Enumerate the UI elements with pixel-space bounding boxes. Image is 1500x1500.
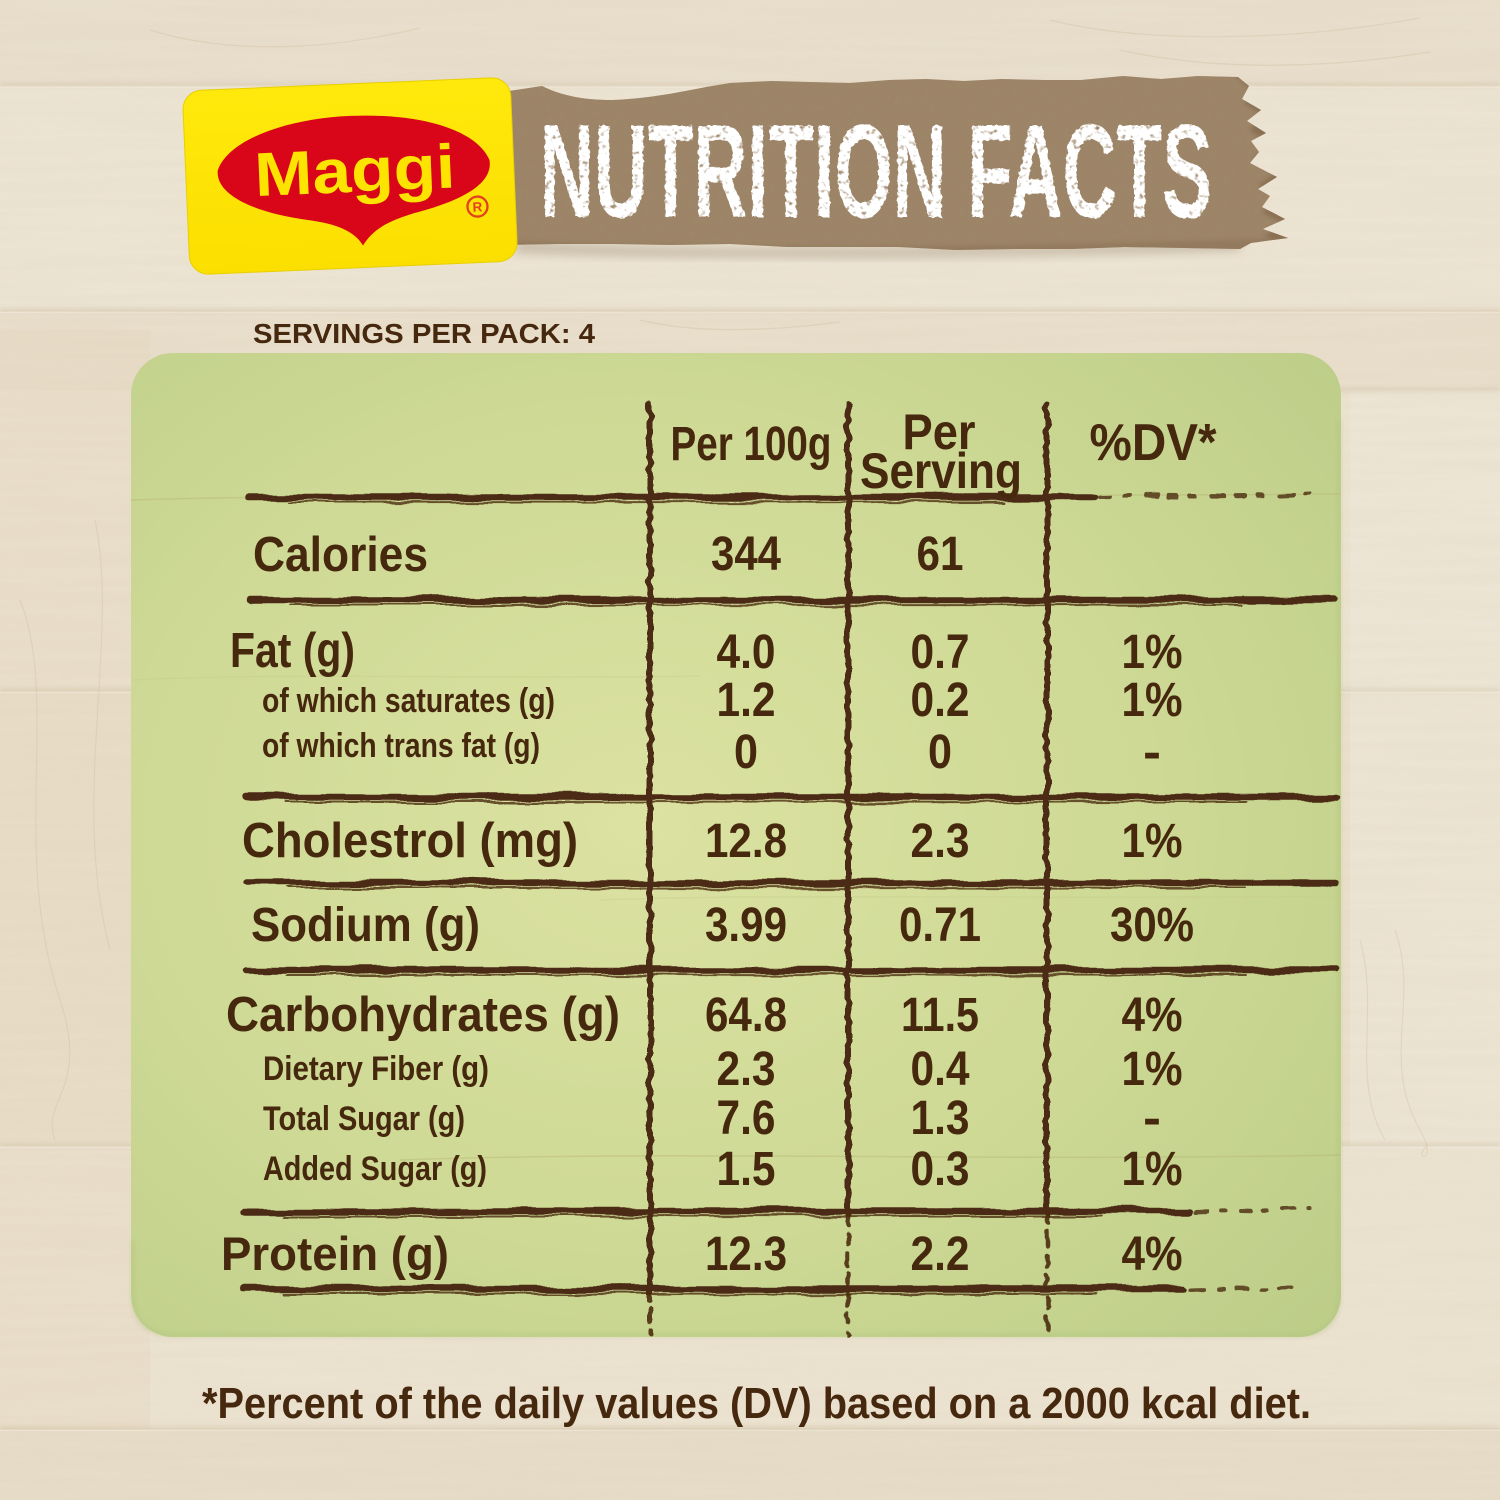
svg-text:1%: 1% <box>1122 1143 1183 1196</box>
svg-text:NUTRITION FACTS: NUTRITION FACTS <box>540 98 1212 246</box>
svg-text:Maggi: Maggi <box>253 133 457 211</box>
svg-text:2.2: 2.2 <box>911 1228 970 1281</box>
svg-text:1%: 1% <box>1122 1043 1183 1096</box>
svg-text:R: R <box>472 199 483 214</box>
svg-text:1.5: 1.5 <box>717 1143 776 1196</box>
svg-text:Calories: Calories <box>253 528 428 582</box>
svg-text:1.2: 1.2 <box>717 674 776 727</box>
svg-text:0: 0 <box>928 726 952 779</box>
svg-text:of which saturates (g): of which saturates (g) <box>262 682 555 720</box>
svg-text:30%: 30% <box>1110 899 1194 952</box>
svg-text:2.3: 2.3 <box>717 1043 776 1096</box>
svg-text:1%: 1% <box>1122 815 1183 868</box>
svg-text:Cholestrol (mg): Cholestrol (mg) <box>242 814 578 868</box>
svg-text:Carbohydrates (g): Carbohydrates (g) <box>226 988 620 1042</box>
svg-text:SERVINGS PER PACK: 4: SERVINGS PER PACK: 4 <box>253 318 595 349</box>
svg-text:344: 344 <box>711 528 781 581</box>
svg-text:-: - <box>1143 726 1161 779</box>
svg-text:0.7: 0.7 <box>911 626 970 679</box>
svg-text:0.4: 0.4 <box>911 1043 970 1096</box>
svg-text:0: 0 <box>734 726 758 779</box>
svg-text:Per: Per <box>903 404 976 460</box>
svg-text:1%: 1% <box>1122 674 1183 727</box>
svg-text:64.8: 64.8 <box>705 989 787 1042</box>
svg-text:1%: 1% <box>1122 626 1183 679</box>
svg-text:12.3: 12.3 <box>705 1228 787 1281</box>
svg-text:61: 61 <box>917 528 964 581</box>
svg-text:Per 100g: Per 100g <box>671 418 832 471</box>
svg-text:4%: 4% <box>1122 989 1183 1042</box>
svg-text:0.2: 0.2 <box>911 674 970 727</box>
svg-text:%DV*: %DV* <box>1090 414 1218 472</box>
svg-text:2.3: 2.3 <box>911 815 970 868</box>
svg-text:Serving: Serving <box>860 443 1022 499</box>
svg-text:0.3: 0.3 <box>911 1143 970 1196</box>
svg-text:4.0: 4.0 <box>717 626 776 679</box>
svg-text:4%: 4% <box>1122 1228 1183 1281</box>
svg-text:7.6: 7.6 <box>717 1092 776 1145</box>
svg-text:Dietary Fiber (g): Dietary Fiber (g) <box>263 1050 489 1088</box>
svg-text:0.71: 0.71 <box>899 899 981 952</box>
svg-text:1.3: 1.3 <box>911 1092 970 1145</box>
svg-text:Protein (g): Protein (g) <box>221 1227 449 1280</box>
svg-text:12.8: 12.8 <box>705 815 787 868</box>
svg-text:3.99: 3.99 <box>705 899 787 952</box>
svg-text:-: - <box>1143 1092 1161 1145</box>
svg-text:Total Sugar (g): Total Sugar (g) <box>263 1100 465 1138</box>
svg-text:11.5: 11.5 <box>901 989 979 1042</box>
svg-text:*Percent of the daily values (: *Percent of the daily values (DV) based … <box>202 1379 1311 1428</box>
svg-text:Sodium (g): Sodium (g) <box>251 899 480 952</box>
svg-text:of which trans fat (g): of which trans fat (g) <box>262 727 540 765</box>
svg-text:Fat (g): Fat (g) <box>230 624 355 678</box>
svg-text:Added Sugar (g): Added Sugar (g) <box>263 1150 487 1188</box>
